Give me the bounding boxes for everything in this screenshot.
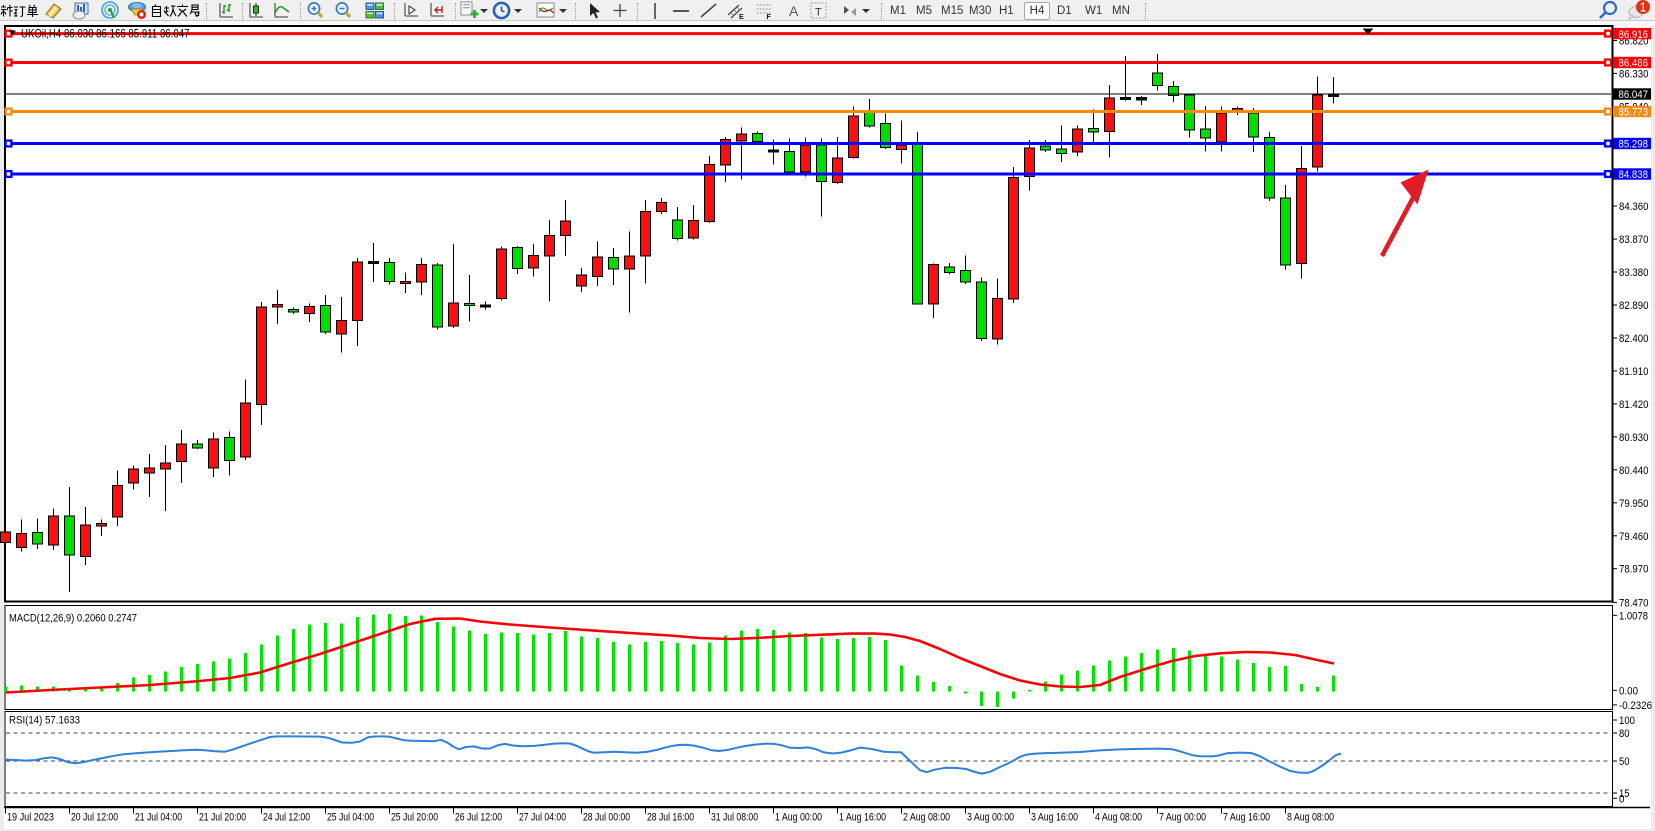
svg-text:-0.2326: -0.2326 [1619, 700, 1652, 712]
svg-text:86.916: 86.916 [1619, 29, 1649, 41]
svg-text:82.400: 82.400 [1619, 333, 1649, 345]
svg-text:24 Jul 12:00: 24 Jul 12:00 [263, 812, 310, 824]
svg-text:0: 0 [1619, 793, 1625, 805]
svg-text:UKOil,H4 86.030 86.166 85.911: UKOil,H4 86.030 86.166 85.911 86.047 [21, 27, 190, 41]
svg-text:81.910: 81.910 [1619, 366, 1649, 378]
svg-text:3 Aug 00:00: 3 Aug 00:00 [967, 812, 1014, 824]
svg-text:A: A [789, 3, 799, 19]
svg-text:1.0078: 1.0078 [1619, 610, 1648, 622]
svg-text:RSI(14) 57.1633: RSI(14) 57.1633 [9, 715, 80, 727]
svg-text:1 Aug 00:00: 1 Aug 00:00 [775, 812, 822, 824]
svg-text:1 Aug 16:00: 1 Aug 16:00 [839, 812, 886, 824]
svg-text:F: F [767, 14, 772, 21]
svg-text:20 Jul 12:00: 20 Jul 12:00 [71, 812, 118, 824]
svg-text:78.470: 78.470 [1619, 597, 1649, 609]
svg-text:78.970: 78.970 [1619, 564, 1649, 576]
svg-text:21 Jul 04:00: 21 Jul 04:00 [135, 812, 182, 824]
svg-text:28 Jul 16:00: 28 Jul 16:00 [647, 812, 694, 824]
svg-text:84.838: 84.838 [1619, 169, 1649, 181]
svg-text:79.950: 79.950 [1619, 498, 1649, 510]
svg-text:MACD(12,26,9) 0.2060 0.2747: MACD(12,26,9) 0.2060 0.2747 [9, 613, 137, 625]
svg-text:7 Aug 00:00: 7 Aug 00:00 [1159, 812, 1206, 824]
svg-text:3 Aug 16:00: 3 Aug 16:00 [1031, 812, 1078, 824]
svg-text:100: 100 [1619, 715, 1635, 727]
svg-text:80.930: 80.930 [1619, 432, 1649, 444]
svg-text:85.773: 85.773 [1619, 107, 1649, 119]
svg-text:E: E [739, 14, 744, 21]
svg-text:82.890: 82.890 [1619, 300, 1649, 312]
svg-text:T: T [815, 7, 822, 19]
svg-text:86.486: 86.486 [1619, 58, 1649, 70]
svg-text:25 Jul 04:00: 25 Jul 04:00 [327, 812, 374, 824]
svg-text:50: 50 [1619, 756, 1630, 768]
svg-text:8 Aug 08:00: 8 Aug 08:00 [1287, 812, 1334, 824]
svg-text:15: 15 [1619, 788, 1630, 800]
svg-text:25 Jul 20:00: 25 Jul 20:00 [391, 812, 438, 824]
svg-text:28 Jul 00:00: 28 Jul 00:00 [583, 812, 630, 824]
svg-text:7 Aug 16:00: 7 Aug 16:00 [1223, 812, 1270, 824]
svg-text:21 Jul 20:00: 21 Jul 20:00 [199, 812, 246, 824]
svg-text:79.460: 79.460 [1619, 531, 1649, 543]
svg-text:80: 80 [1619, 728, 1630, 740]
svg-text:2 Aug 08:00: 2 Aug 08:00 [903, 812, 950, 824]
svg-text:84.360: 84.360 [1619, 201, 1649, 213]
svg-text:31 Jul 08:00: 31 Jul 08:00 [711, 812, 758, 824]
svg-text:80.440: 80.440 [1619, 465, 1649, 477]
svg-text:83.870: 83.870 [1619, 234, 1649, 246]
svg-text:26 Jul 12:00: 26 Jul 12:00 [455, 812, 502, 824]
svg-text:85.298: 85.298 [1619, 139, 1649, 151]
svg-text:19 Jul 2023: 19 Jul 2023 [7, 812, 54, 824]
svg-text:0.00: 0.00 [1619, 685, 1638, 697]
svg-text:86.330: 86.330 [1619, 68, 1649, 80]
svg-text:1: 1 [1640, 1, 1647, 15]
svg-text:4 Aug 08:00: 4 Aug 08:00 [1095, 812, 1142, 824]
svg-text:86.047: 86.047 [1619, 89, 1649, 101]
svg-text:81.420: 81.420 [1619, 399, 1649, 411]
svg-text:83.380: 83.380 [1619, 267, 1649, 279]
svg-text:27 Jul 04:00: 27 Jul 04:00 [519, 812, 566, 824]
